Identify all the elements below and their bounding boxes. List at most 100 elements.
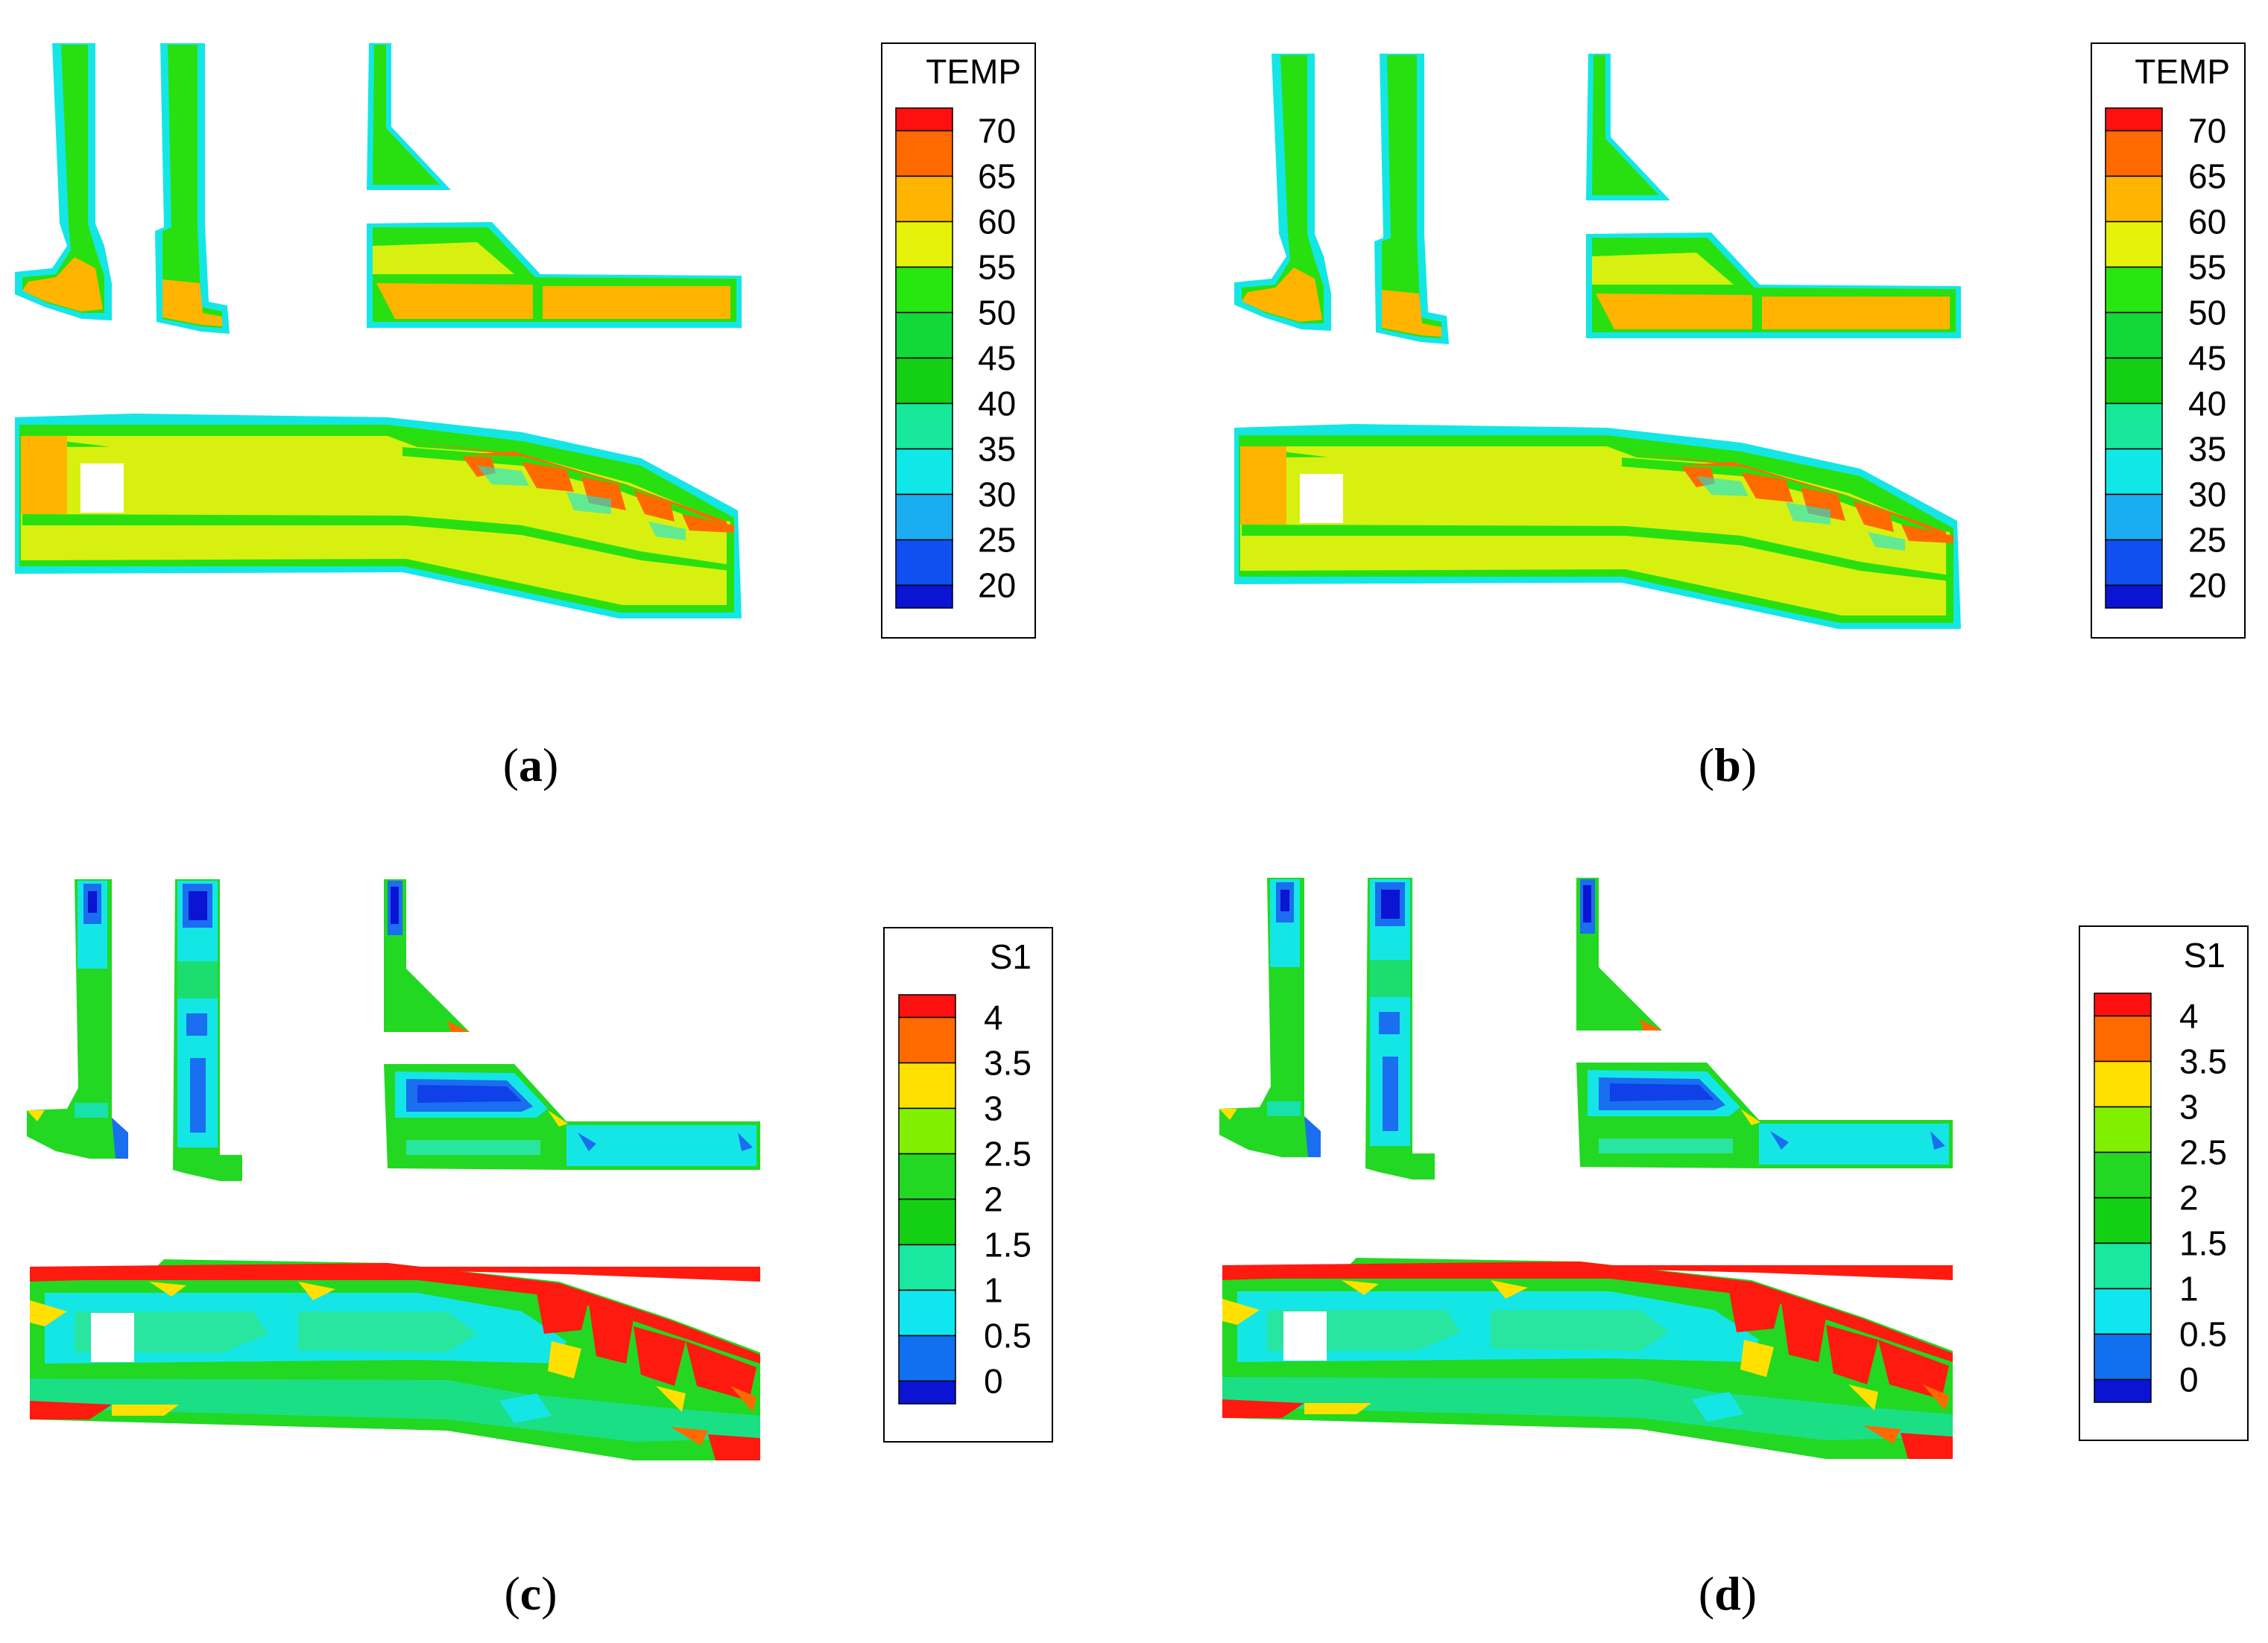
legend-label: 2 [2179,1179,2199,1218]
legend-swatch [895,539,953,586]
legend-label: 0 [2179,1361,2199,1399]
legend-swatch [895,402,953,450]
legend-swatch [2105,311,2163,359]
legend-label: 65 [978,157,1016,196]
legend-label: 4 [2179,997,2199,1036]
panel-b-contour [1234,54,1961,629]
legend-label: 2.5 [984,1135,1032,1174]
legend-swatch [895,221,953,268]
legend-label: 1.5 [984,1226,1032,1264]
legend-label: 1 [2179,1270,2199,1308]
legend-swatch [898,1016,956,1064]
legend-swatch [895,493,953,541]
legend-swatch [895,266,953,314]
legend-title: TEMP [2135,52,2230,91]
legend-swatch [895,130,953,177]
caption-c: (c) [504,1567,557,1620]
legend-swatch [2105,175,2163,223]
legend-d: S1 4 3.5 3 2.5 2 1.5 1 0.5 0 [2079,925,2249,1441]
legend-swatch [2105,130,2163,177]
legend-swatch [2094,1060,2152,1108]
caption-d: (d) [1699,1567,1757,1620]
legend-label: 25 [2188,521,2226,560]
legend-swatch [2094,1151,2152,1199]
legend-swatch [2094,1242,2152,1290]
legend-label: 45 [978,339,1016,378]
legend-swatch [2105,448,2163,496]
legend-swatch [2105,221,2163,268]
legend-a: TEMP 70 65 60 55 50 45 40 35 30 25 20 [881,42,1036,639]
legend-swatch [898,1244,956,1291]
legend-swatch [2105,539,2163,586]
legend-label: 2.5 [2179,1133,2227,1172]
legend-label: 60 [978,203,1016,241]
legend-label: 4 [984,998,1003,1037]
legend-b: TEMP 70 65 60 55 50 45 40 35 30 25 20 [2091,42,2246,639]
legend-swatch [898,1335,956,1382]
legend-label: 3.5 [984,1044,1032,1083]
legend-label: 0 [984,1362,1003,1401]
legend-label: 50 [2188,294,2226,332]
legend-label: 0.5 [2179,1315,2227,1354]
legend-swatch [2105,584,2163,609]
legend-swatch [2105,493,2163,541]
legend-swatch [898,1380,956,1405]
legend-swatch [2094,1015,2152,1063]
legend-swatch [2094,1288,2152,1335]
legend-swatch [895,584,953,609]
legend-swatch [2105,266,2163,314]
legend-label: 60 [2188,203,2226,241]
legend-swatch [2105,357,2163,405]
legend-swatch [2094,1333,2152,1381]
legend-swatch [898,1198,956,1246]
legend-swatch [898,1153,956,1200]
legend-label: 40 [978,384,1016,423]
legend-label: 1.5 [2179,1224,2227,1263]
legend-swatch [895,107,953,132]
legend-swatch [895,448,953,496]
legend-title: S1 [990,937,1032,976]
legend-label: 35 [2188,430,2226,469]
legend-label: 40 [2188,384,2226,423]
legend-label: 70 [2188,112,2226,151]
legend-label: 20 [2188,566,2226,605]
panel-d-contour [1219,878,1953,1459]
legend-swatch [898,1107,956,1155]
caption-a: (a) [503,738,559,791]
caption-b: (b) [1699,738,1757,791]
legend-label: 2 [984,1180,1003,1219]
legend-label: 25 [978,521,1016,560]
legend-swatch [898,994,956,1019]
legend-swatch [2094,1378,2152,1403]
legend-title: S1 [2184,936,2226,975]
panel-c-contour [27,879,760,1460]
legend-label: 20 [978,566,1016,605]
legend-label: 45 [2188,339,2226,378]
legend-swatch [895,175,953,223]
legend-swatch [895,311,953,359]
legend-label: 3 [984,1089,1003,1128]
legend-label: 65 [2188,157,2226,196]
legend-label: 30 [978,475,1016,514]
legend-swatch [898,1289,956,1337]
legend-swatch [898,1062,956,1109]
legend-label: 3.5 [2179,1042,2227,1081]
legend-label: 1 [984,1271,1003,1310]
legend-swatch [895,357,953,405]
legend-label: 0.5 [984,1317,1032,1355]
legend-swatch [2094,1197,2152,1244]
legend-label: 3 [2179,1088,2199,1127]
legend-swatch [2094,993,2152,1017]
legend-swatch [2105,402,2163,450]
panel-a-contour [15,43,742,618]
legend-label: 55 [978,248,1016,287]
legend-label: 35 [978,430,1016,469]
legend-title: TEMP [926,52,1021,91]
legend-c: S1 4 3.5 3 2.5 2 1.5 1 0.5 0 [883,927,1053,1443]
legend-label: 70 [978,112,1016,151]
legend-label: 30 [2188,475,2226,514]
legend-label: 50 [978,294,1016,332]
legend-label: 55 [2188,248,2226,287]
legend-swatch [2094,1106,2152,1153]
